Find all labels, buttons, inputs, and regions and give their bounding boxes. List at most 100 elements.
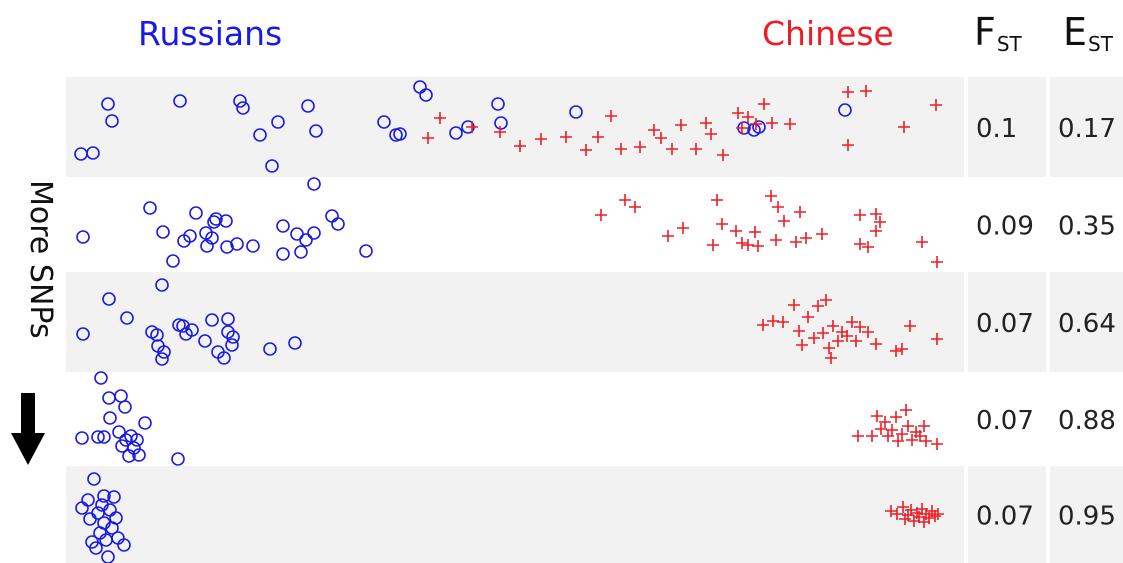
- chinese-point: [914, 430, 926, 442]
- russian-point: [271, 115, 285, 129]
- fst-header: FST: [974, 10, 1022, 56]
- russian-point: [132, 448, 146, 462]
- chinese-point: [823, 342, 835, 354]
- russian-point: [377, 115, 391, 129]
- russian-point: [307, 177, 321, 191]
- russian-point: [205, 231, 219, 245]
- est-cell: [1050, 466, 1123, 563]
- chinese-point: [800, 232, 812, 244]
- chinese-point: [765, 190, 777, 202]
- russian-point: [157, 345, 171, 359]
- chinese-point: [808, 332, 820, 344]
- fst-cell: [968, 77, 1046, 177]
- plot-band: [66, 77, 964, 177]
- russian-point: [130, 433, 144, 447]
- fst-cell: [968, 372, 1046, 466]
- russian-point: [150, 328, 164, 342]
- russian-point: [288, 336, 302, 350]
- chinese-point: [896, 343, 908, 355]
- russian-point: [138, 416, 152, 430]
- russian-point: [217, 351, 231, 365]
- russian-point: [117, 538, 131, 552]
- chinese-point: [802, 311, 814, 323]
- chinese-point: [866, 430, 878, 442]
- fst-cell: [968, 466, 1046, 563]
- russian-point: [294, 245, 308, 259]
- russian-point: [97, 489, 111, 503]
- russian-point: [236, 101, 250, 115]
- russian-point: [94, 371, 108, 385]
- chinese-point: [825, 352, 837, 364]
- chinese-point: [767, 315, 779, 327]
- chinese-point: [605, 110, 617, 122]
- chinese-point: [862, 241, 874, 253]
- russian-point: [233, 94, 247, 108]
- chinese-point: [920, 435, 932, 447]
- russian-point: [359, 244, 373, 258]
- russian-point: [276, 247, 290, 261]
- russian-point: [309, 124, 323, 138]
- chinese-point: [595, 209, 607, 221]
- russian-point: [109, 511, 123, 525]
- fst-value: 0.1: [976, 114, 1017, 144]
- chinese-point: [494, 126, 506, 138]
- chinese-point: [892, 435, 904, 447]
- russian-point: [86, 146, 100, 160]
- est-header-sub: ST: [1088, 32, 1113, 56]
- russian-point: [89, 541, 103, 555]
- band-row-1: 0.1 0.17: [66, 77, 1123, 177]
- chinese-header: Chinese: [762, 14, 894, 53]
- band-row-5: 0.07 0.95: [66, 466, 1123, 563]
- russian-point: [155, 352, 169, 366]
- chinese-point: [770, 234, 782, 246]
- russian-point: [76, 230, 90, 244]
- band-row-3: 0.07 0.64: [66, 272, 1123, 372]
- chinese-point: [812, 300, 824, 312]
- chinese-point: [879, 416, 891, 428]
- chinese-point: [772, 201, 784, 213]
- plot-band: [66, 466, 964, 563]
- chinese-point: [817, 327, 829, 339]
- russian-point: [246, 239, 260, 253]
- chinese-point: [842, 86, 854, 98]
- chinese-point: [862, 326, 874, 338]
- arrow-down-icon: [11, 393, 45, 465]
- chinese-point: [615, 143, 627, 155]
- chinese-point: [757, 319, 769, 331]
- chinese-point: [634, 141, 646, 153]
- chinese-point: [619, 194, 631, 206]
- chinese-point: [736, 122, 748, 134]
- russian-point: [101, 97, 115, 111]
- russians-header: Russians: [138, 14, 283, 53]
- chinese-point: [766, 117, 778, 129]
- russian-point: [155, 278, 169, 292]
- band-row-2: 0.09 0.35: [66, 177, 1123, 289]
- russian-point: [253, 128, 267, 142]
- chinese-point: [580, 144, 592, 156]
- russian-point: [569, 105, 583, 119]
- russian-point: [331, 217, 345, 231]
- chinese-point: [854, 321, 866, 333]
- est-cell: [1050, 177, 1123, 272]
- chinese-point: [842, 139, 854, 151]
- est-value: 0.95: [1058, 502, 1116, 532]
- chinese-point: [750, 118, 762, 130]
- fst-header-main: F: [974, 10, 996, 54]
- chinese-point: [705, 128, 717, 140]
- fst-value: 0.09: [976, 212, 1034, 242]
- chinese-point: [841, 330, 853, 342]
- fst-value: 0.07: [976, 406, 1034, 436]
- chinese-point: [931, 256, 943, 268]
- russian-point: [166, 254, 180, 268]
- chinese-point: [675, 119, 687, 131]
- chinese-point: [902, 420, 914, 432]
- chinese-point: [700, 117, 712, 129]
- chinese-point: [874, 216, 886, 228]
- chinese-point: [788, 299, 800, 311]
- russian-point: [101, 550, 115, 563]
- chinese-point: [793, 325, 805, 337]
- chinese-point: [784, 118, 796, 130]
- chinese-point: [832, 335, 844, 347]
- chinese-point: [931, 333, 943, 345]
- chinese-point: [732, 107, 744, 119]
